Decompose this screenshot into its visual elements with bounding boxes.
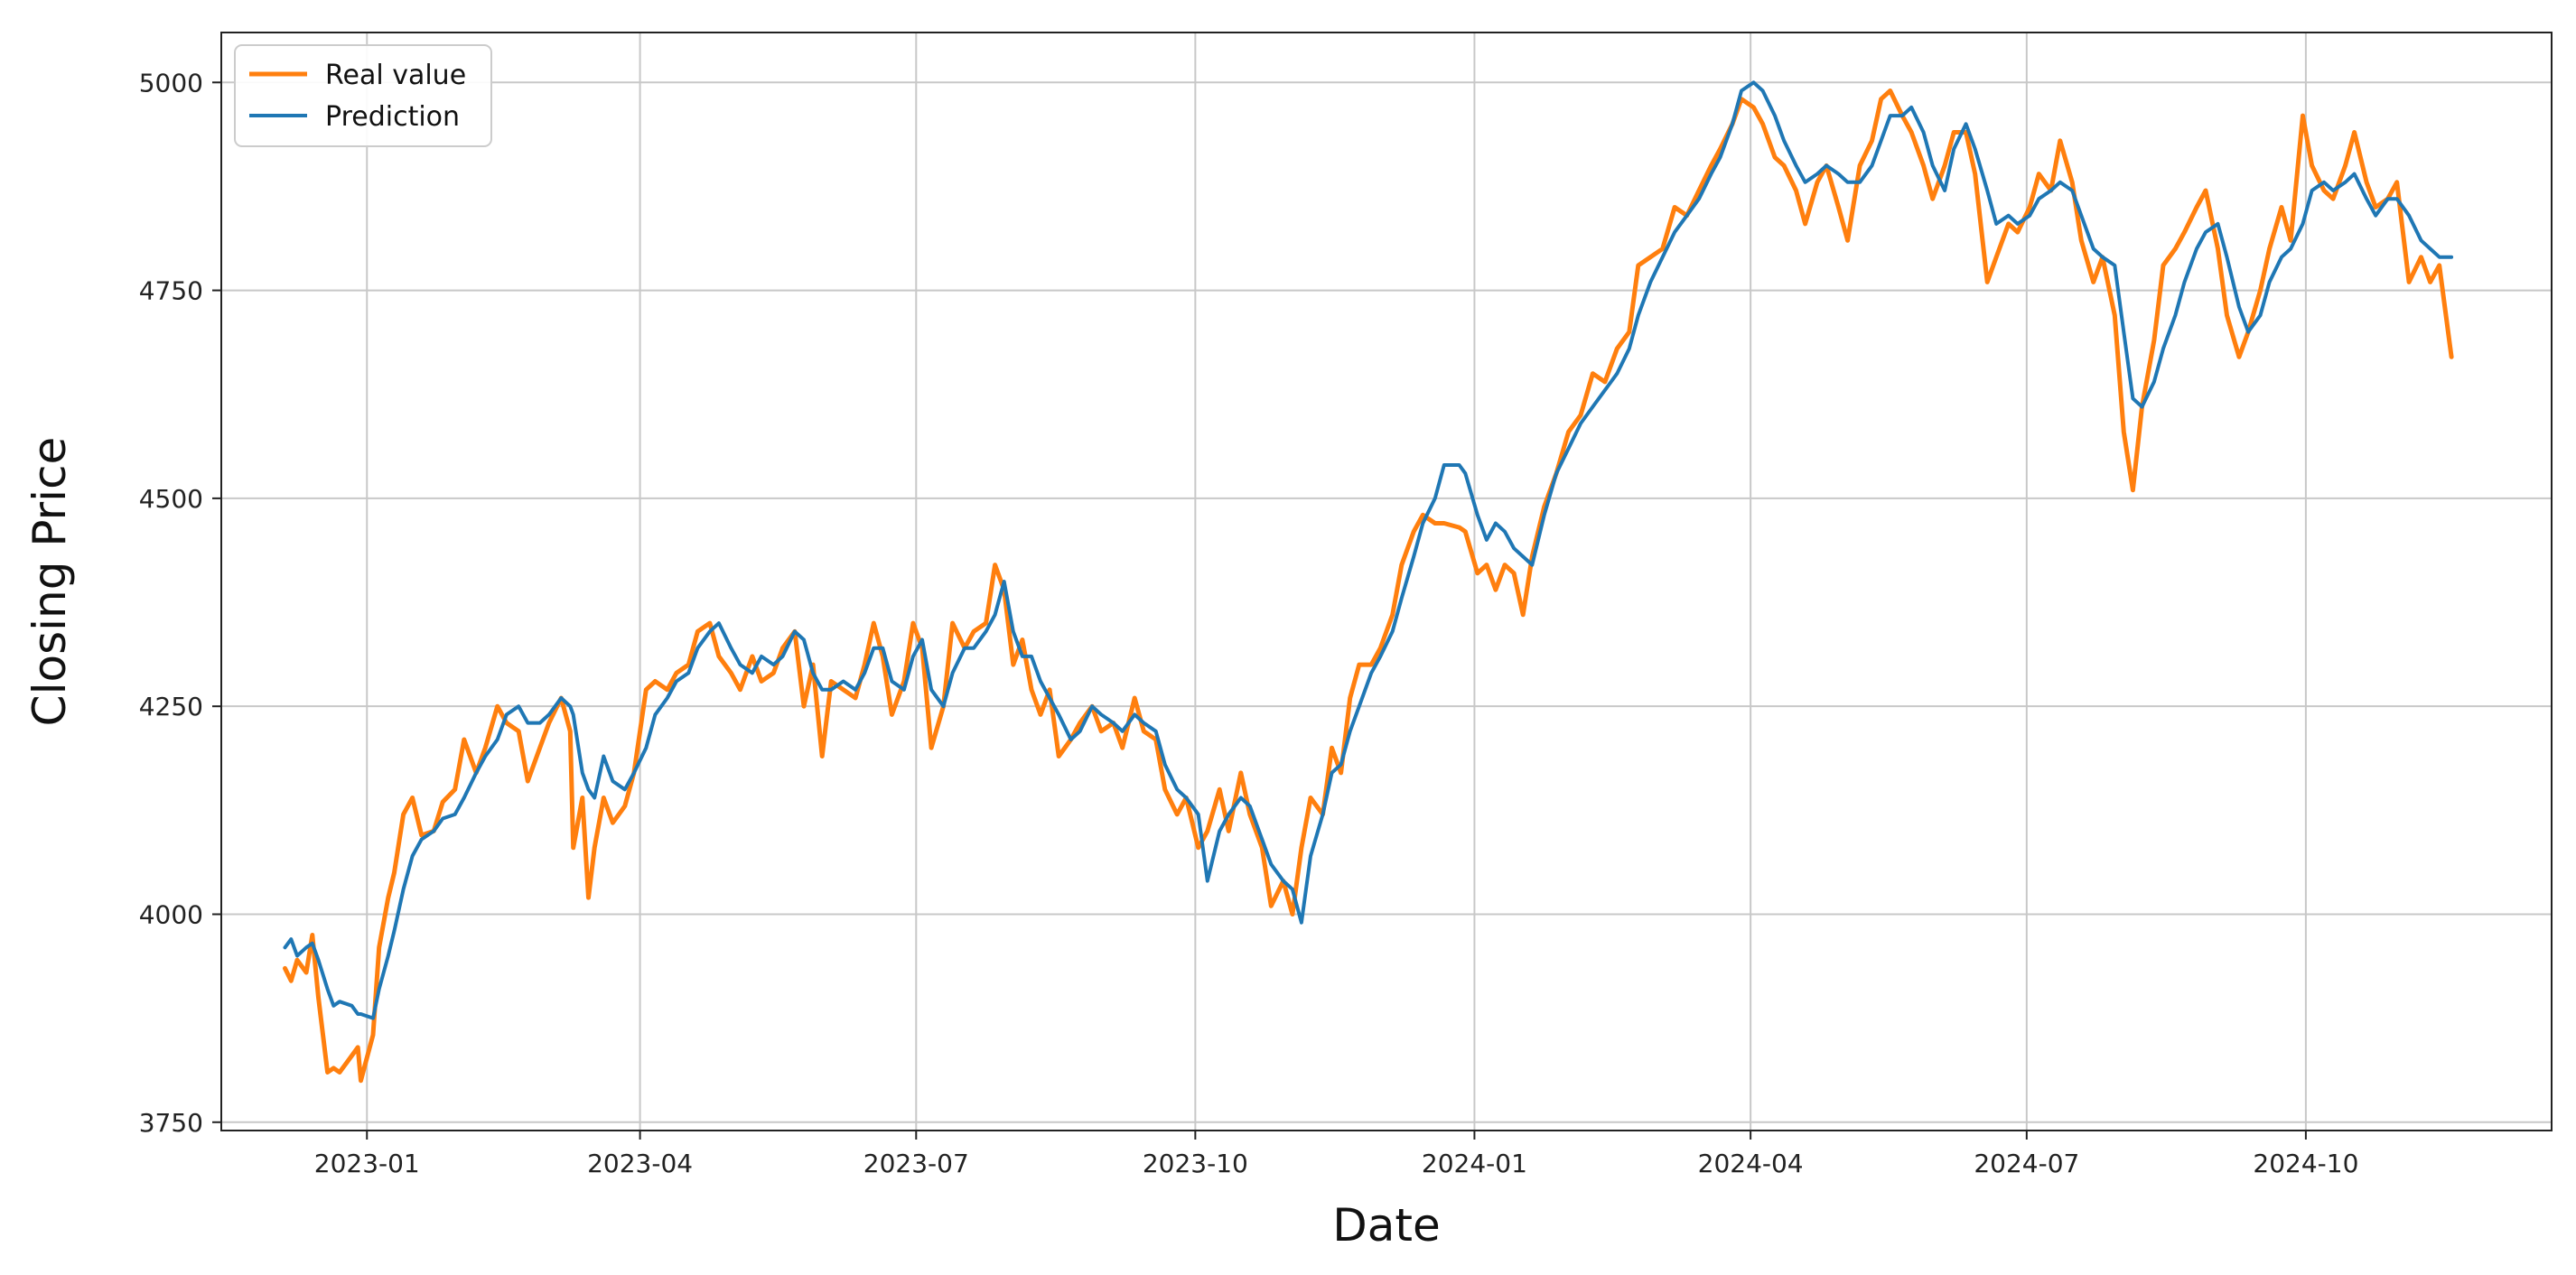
axis-ticks: 2023-01 2023-04 2023-07 2023-10 2024-01 2024-… xyxy=(139,68,2359,1178)
grid-lines xyxy=(221,33,2552,1131)
series-line-prediction xyxy=(283,80,2454,1020)
y-axis-title: Closing Price xyxy=(23,437,76,727)
series-line-real-value xyxy=(283,88,2454,1084)
x-tick-label: 2024-04 xyxy=(1698,1149,1804,1178)
legend-label: Prediction xyxy=(325,101,460,133)
x-axis-title: Date xyxy=(1332,1199,1441,1252)
plot-frame xyxy=(220,32,2553,1131)
x-tick-label: 2024-10 xyxy=(2253,1149,2358,1178)
x-tick-label: 2024-07 xyxy=(1974,1149,2079,1178)
x-tick-label: 2023-04 xyxy=(587,1149,693,1178)
y-tick-label: 4250 xyxy=(139,692,203,721)
legend-frame xyxy=(234,44,492,147)
x-tick-label: 2024-01 xyxy=(1422,1149,1527,1178)
legend: Real value Prediction xyxy=(234,44,492,147)
legend-label: Real value xyxy=(325,60,466,91)
y-tick-label: 5000 xyxy=(139,68,203,98)
y-tick-label: 4750 xyxy=(139,276,203,306)
x-tick-label: 2023-01 xyxy=(314,1149,420,1178)
y-tick-label: 4000 xyxy=(139,899,203,929)
x-tick-label: 2023-10 xyxy=(1143,1149,1248,1178)
y-tick-label: 4500 xyxy=(139,484,203,514)
y-tick-label: 3750 xyxy=(139,1108,203,1138)
series-lines xyxy=(283,80,2454,1084)
x-tick-label: 2023-07 xyxy=(863,1149,969,1178)
